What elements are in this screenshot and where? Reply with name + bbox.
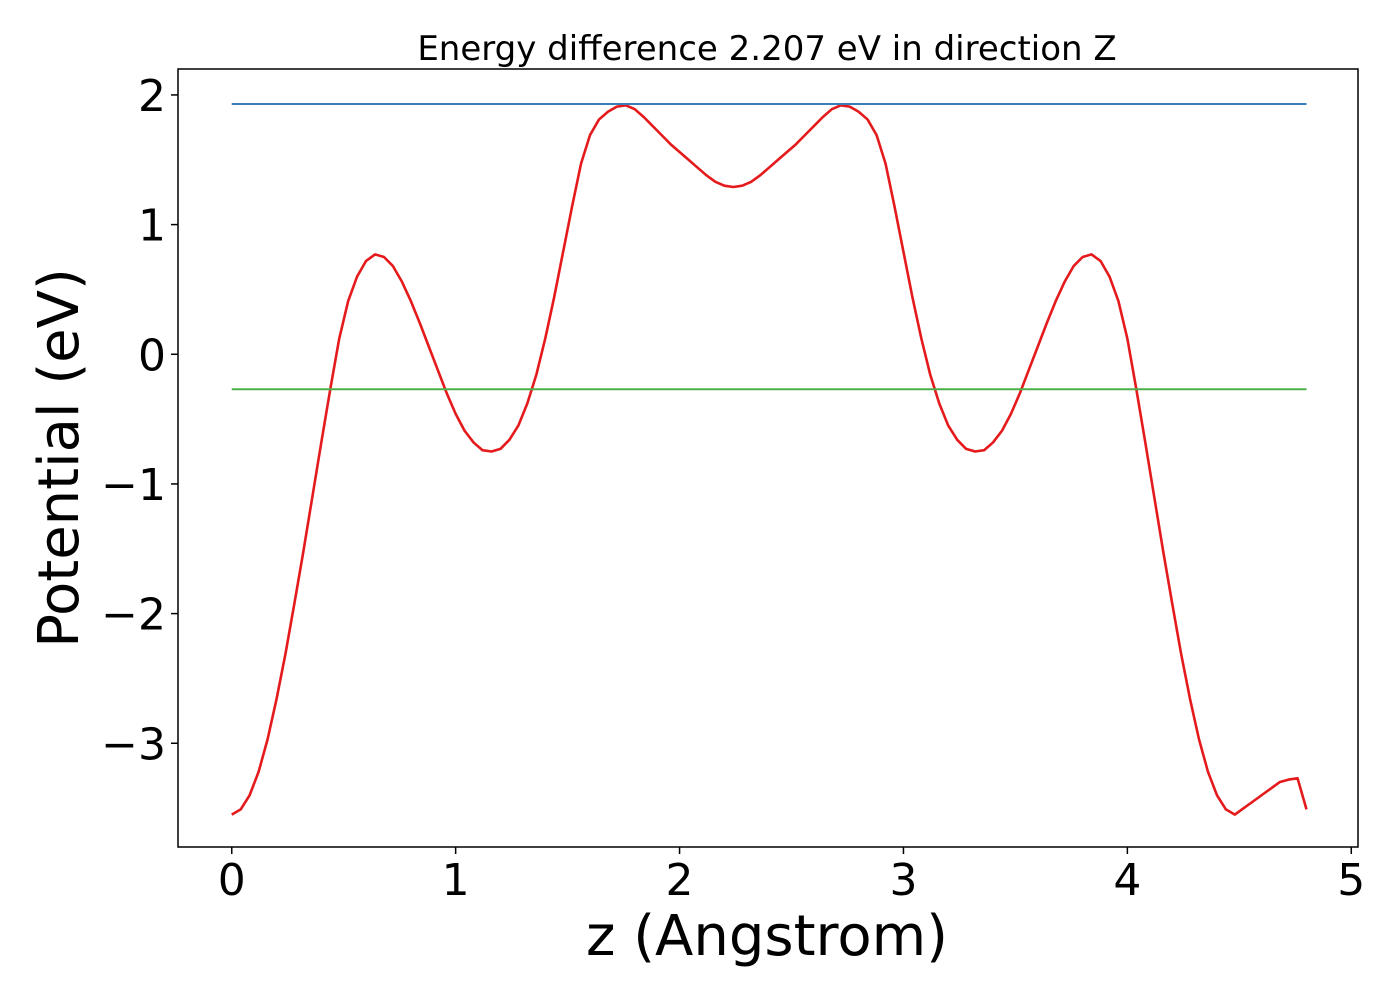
y-axis-title: Potential (eV)	[27, 268, 92, 648]
y-tick-label: −2	[101, 590, 166, 641]
chart-title: Energy difference 2.207 eV in direction …	[417, 29, 1116, 69]
x-axis-ticks: 0 1 2 3 4 5	[218, 847, 1365, 906]
y-tick-label: 2	[138, 71, 166, 122]
x-tick-label: 5	[1337, 855, 1365, 906]
y-axis-ticks: −3 −2 −1 0 1 2	[101, 71, 178, 770]
x-tick-label: 0	[218, 855, 246, 906]
series-layer	[231, 103, 1308, 816]
y-tick-label: 1	[138, 201, 166, 252]
x-axis-title: z (Angstrom)	[586, 904, 948, 969]
x-tick-label: 2	[666, 855, 694, 906]
x-tick-label: 4	[1113, 855, 1141, 906]
y-tick-label: −1	[101, 460, 166, 511]
y-tick-label: 0	[138, 330, 166, 381]
plot-frame	[177, 68, 1359, 848]
x-tick-label: 3	[889, 855, 917, 906]
x-tick-label: 1	[442, 855, 470, 906]
y-tick-label: −3	[101, 719, 166, 770]
potential-curve	[231, 104, 1308, 816]
